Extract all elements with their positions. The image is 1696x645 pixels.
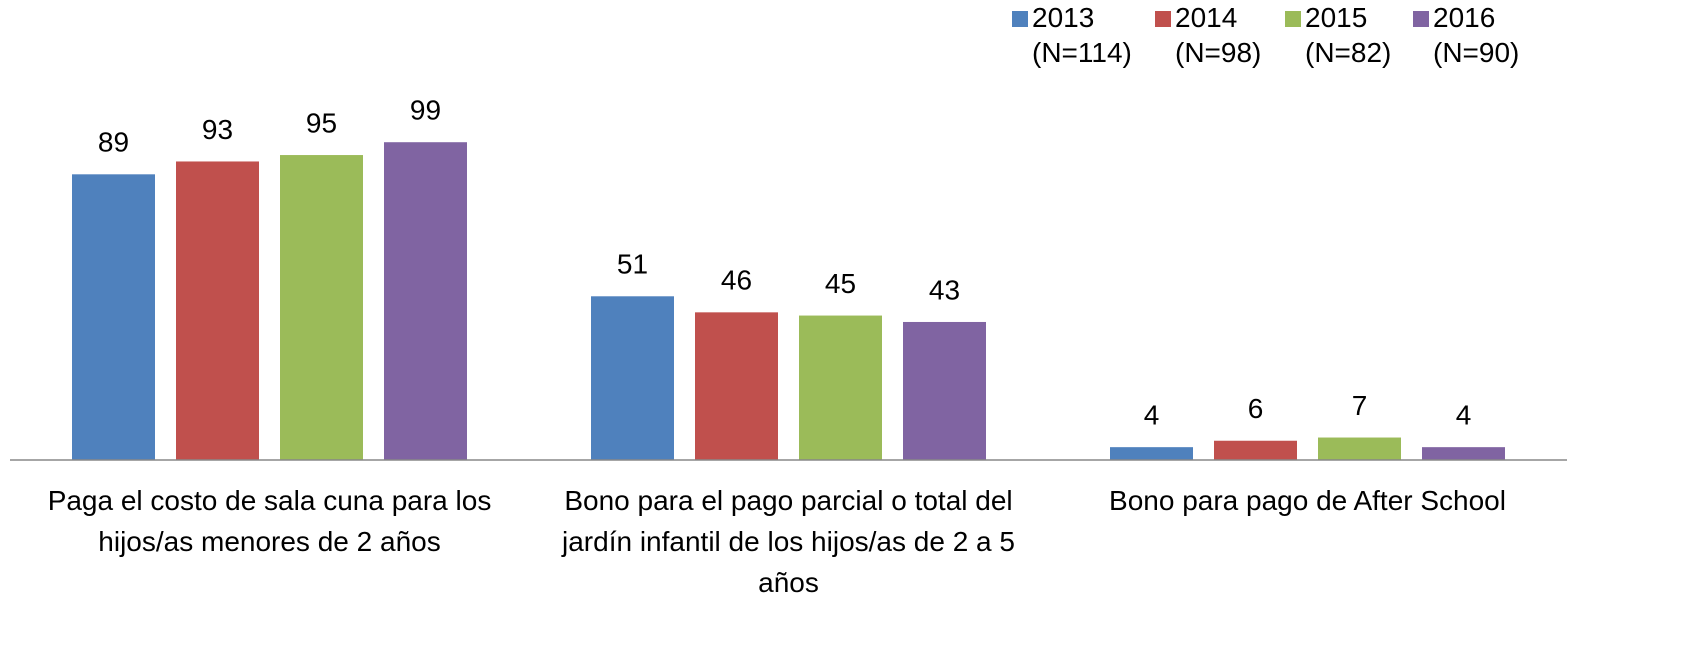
value-label: 99 <box>410 95 441 126</box>
value-label: 46 <box>721 265 752 296</box>
value-label: 4 <box>1456 400 1472 431</box>
bar <box>1110 447 1193 460</box>
x-tick-label: Bono para el pago parcial o total del jar… <box>561 485 1015 598</box>
bar <box>1214 440 1297 460</box>
bar <box>384 142 467 460</box>
bar <box>280 155 363 461</box>
legend-swatch <box>1285 11 1301 27</box>
legend-label: 2015 (N=82) <box>1305 2 1391 68</box>
bar <box>176 161 259 460</box>
bar <box>799 315 882 460</box>
value-label: 43 <box>929 274 960 305</box>
legend-swatch <box>1155 11 1171 27</box>
legend-label: 2013 (N=114) <box>1032 2 1132 68</box>
value-label: 7 <box>1352 390 1368 421</box>
bar <box>72 174 155 460</box>
legend-label: 2014 (N=98) <box>1175 2 1261 68</box>
x-tick-label: Paga el costo de sala cuna para los hijos… <box>48 485 492 557</box>
value-label: 4 <box>1144 400 1160 431</box>
bar <box>1318 437 1401 460</box>
legend-swatch <box>1413 11 1429 27</box>
value-label: 93 <box>202 114 233 145</box>
value-label: 45 <box>825 268 856 299</box>
value-label: 51 <box>617 249 648 280</box>
value-label: 89 <box>98 127 129 158</box>
legend-swatch <box>1012 11 1028 27</box>
bar <box>695 312 778 460</box>
bar <box>903 321 986 460</box>
bar <box>591 296 674 460</box>
x-tick-label: Bono para pago de After School <box>1109 485 1506 516</box>
bar <box>1422 447 1505 460</box>
value-label: 6 <box>1248 393 1264 424</box>
legend-label: 2016 (N=90) <box>1433 2 1519 68</box>
value-label: 95 <box>306 107 337 138</box>
